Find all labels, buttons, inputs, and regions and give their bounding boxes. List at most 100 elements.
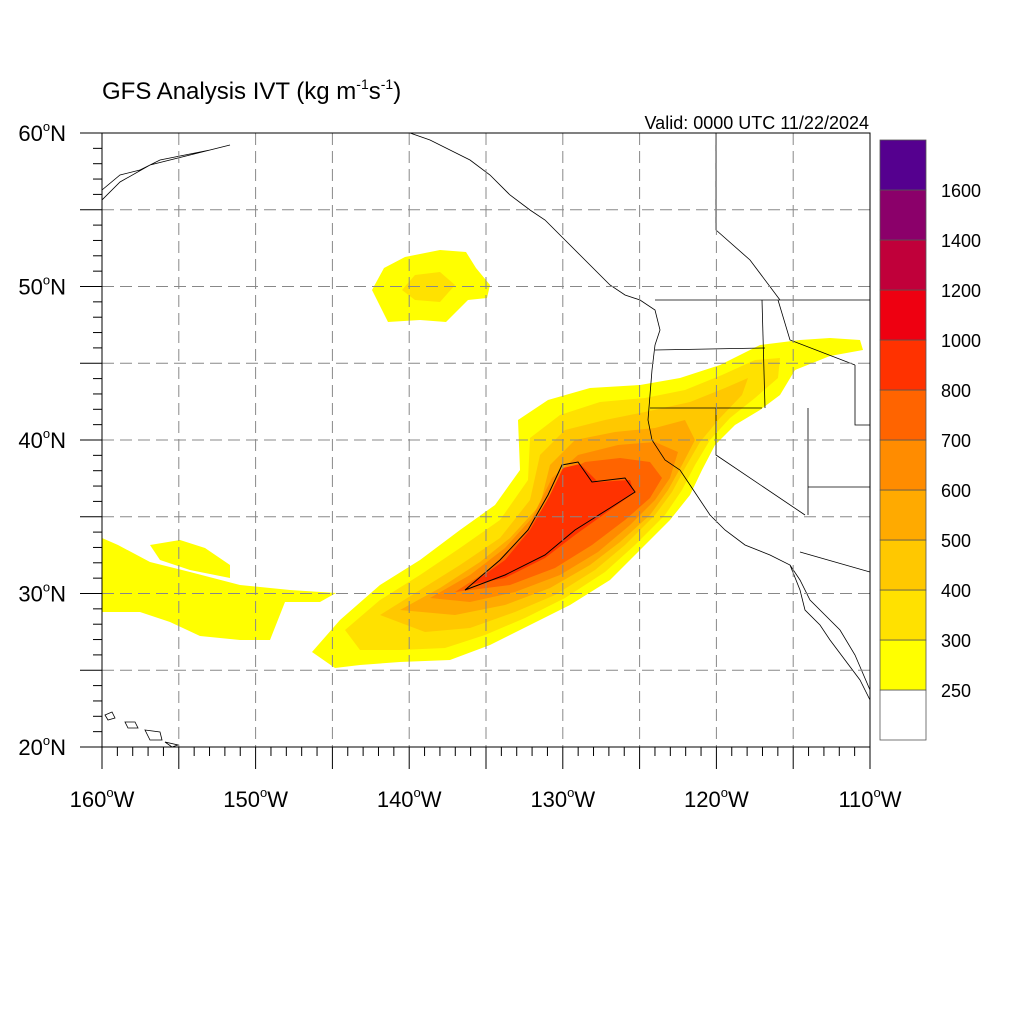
colorbar [879, 139, 927, 741]
colorbar-swatch [879, 189, 927, 241]
title-close: ) [393, 78, 401, 105]
border-id-west [761, 299, 766, 409]
lat-label: 30oN [18, 580, 66, 607]
lon-label-hemi: W [267, 787, 288, 812]
degree-symbol: o [106, 785, 113, 800]
lat-label-hemi: N [50, 582, 66, 607]
lat-label-num: 30 [18, 582, 42, 607]
ivt-ar-800 [470, 464, 634, 585]
colorbar-swatch [879, 639, 927, 691]
colorbar-level-label: 700 [941, 431, 971, 451]
title-exp1: -1 [356, 76, 369, 92]
lat-label: 60oN [18, 119, 66, 146]
degree-symbol: o [43, 733, 50, 748]
lat-label: 50oN [18, 273, 66, 300]
coast-baja [789, 564, 870, 701]
border-id-east [777, 299, 856, 366]
lat-label-hemi: N [50, 275, 66, 300]
lon-label-hemi: W [114, 787, 135, 812]
lat-label-hemi: N [50, 735, 66, 760]
ivt-band-west [102, 538, 336, 640]
lon-label-num: 130 [530, 787, 567, 812]
coast-hawaii-4 [164, 741, 180, 747]
border-wy [854, 365, 870, 426]
map-area [80, 132, 871, 769]
colorbar-swatch [879, 589, 927, 641]
valid-time-label: Valid: 0000 UTC 11/22/2024 [645, 113, 869, 133]
colorbar-swatch [879, 239, 927, 291]
colorbar-level-label: 400 [941, 581, 971, 601]
coast-hawaii-1 [104, 711, 116, 721]
lon-label-hemi: W [574, 787, 595, 812]
colorbar-labels: 250 300 400 500 600 700 800 1000 1200 1400 1600 [941, 181, 981, 701]
colorbar-swatch [879, 539, 927, 591]
ivt-contour-800 [464, 461, 636, 591]
colorbar-level-label: 1000 [941, 331, 981, 351]
coast-pacific-nw [647, 344, 870, 691]
lon-label-num: 160 [70, 787, 107, 812]
colorbar-level-label: 300 [941, 631, 971, 651]
colorbar-swatch [879, 139, 927, 191]
degree-symbol: o [414, 785, 421, 800]
border-mexico [799, 551, 870, 573]
ivt-shading [102, 250, 863, 668]
degree-symbol: o [43, 119, 50, 134]
longitude-labels: 160oW 150oW 140oW 130oW 120oW 110oW [70, 785, 902, 812]
colorbar-level-label: 800 [941, 381, 971, 401]
coast-hawaii-3 [144, 729, 163, 741]
border-or-wa [654, 347, 766, 351]
axis-ticks [80, 132, 871, 769]
degree-symbol: o [43, 580, 50, 595]
lon-label: 120oW [684, 785, 749, 812]
colorbar-swatch [879, 289, 927, 341]
degree-symbol: o [260, 785, 267, 800]
lat-label: 20oN [18, 733, 66, 760]
lon-label-hemi: W [421, 787, 442, 812]
degree-symbol: o [721, 785, 728, 800]
lat-label-num: 50 [18, 275, 42, 300]
coast-hawaii-2 [124, 721, 139, 729]
colorbar-swatch [879, 339, 927, 391]
coast-alaska-peninsula [409, 133, 566, 241]
lon-label-hemi: W [728, 787, 749, 812]
degree-symbol: o [874, 785, 881, 800]
title-exp2: -1 [381, 76, 394, 92]
lon-label-num: 150 [223, 787, 260, 812]
figure-title: GFS Analysis IVT (kg m-1s-1) [102, 76, 401, 105]
degree-symbol: o [567, 785, 574, 800]
lat-label-num: 40 [18, 428, 42, 453]
colorbar-level-label: 1400 [941, 231, 981, 251]
colorbar-level-label: 1600 [941, 181, 981, 201]
lon-label: 140oW [377, 785, 442, 812]
colorbar-swatch [879, 389, 927, 441]
map-frame [101, 132, 871, 748]
coastlines [102, 133, 870, 747]
gridlines [102, 133, 870, 747]
lon-label: 130oW [530, 785, 595, 812]
lat-label-num: 60 [18, 121, 42, 146]
lon-label-num: 120 [684, 787, 721, 812]
lon-label-num: 140 [377, 787, 414, 812]
colorbar-swatch [879, 489, 927, 541]
colorbar-level-label: 1200 [941, 281, 981, 301]
degree-symbol: o [43, 426, 50, 441]
lon-label: 150oW [223, 785, 288, 812]
colorbar-level-label: 500 [941, 531, 971, 551]
lat-label-hemi: N [50, 121, 66, 146]
colorbar-swatch [879, 689, 927, 741]
colorbar-swatch [879, 439, 927, 491]
colorbar-level-label: 600 [941, 481, 971, 501]
ivt-band-west-upper [150, 540, 230, 578]
lon-label: 160oW [70, 785, 135, 812]
degree-symbol: o [43, 273, 50, 288]
lon-label-num: 110 [838, 787, 873, 812]
lon-label: 110oW [838, 785, 901, 812]
title-main: GFS Analysis IVT (kg m [102, 78, 356, 105]
lon-label-hemi: W [881, 787, 902, 812]
coast-bc [564, 239, 661, 346]
border-bc-ab [715, 133, 781, 301]
lat-label-num: 20 [18, 735, 42, 760]
coast-alaska [102, 144, 231, 201]
